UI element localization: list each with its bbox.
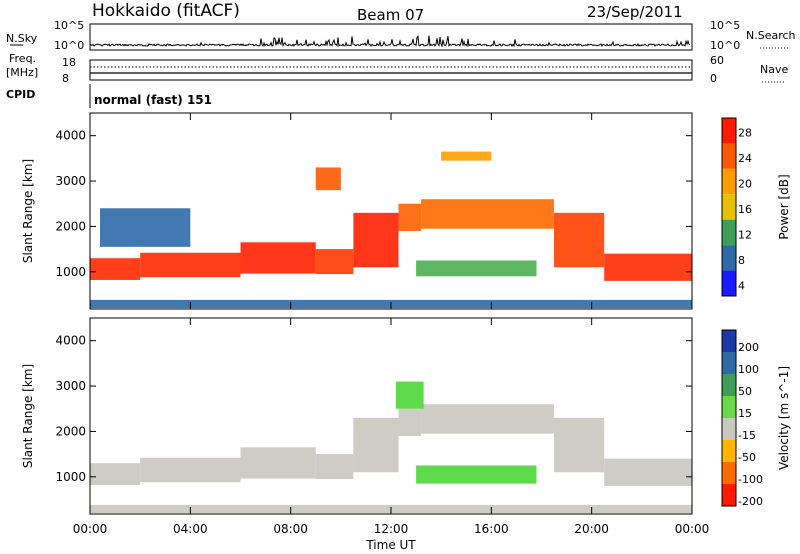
freq-tick-bottom: 8 — [62, 72, 69, 85]
velocity-panel-colorbar-label: 50 — [738, 385, 752, 398]
velocity-panel-ytick-label: 2000 — [55, 424, 86, 438]
xtick-label: 08:00 — [273, 522, 308, 536]
nsky-tick-top: 10^5 — [54, 19, 84, 32]
freq-panel-frame — [90, 60, 692, 80]
velocity-panel-colorbar-label: -100 — [738, 473, 763, 486]
beam-title: Beam 07 — [357, 6, 424, 24]
power-panel-colorbar-label: 8 — [738, 254, 745, 267]
xtick-label: 04:00 — [173, 522, 208, 536]
power-panel-colorbar-swatch — [722, 220, 736, 245]
velocity-panel-colorbar-swatch — [722, 374, 736, 396]
power-panel-echo-band-6 — [421, 199, 554, 228]
velocity-panel-ylabel: Slant Range [km] — [21, 364, 35, 468]
velocity-panel-colorbar-swatch — [722, 418, 736, 440]
velocity-panel-ytick-label: 1000 — [55, 470, 86, 484]
nsearch-label: N.Search — [746, 29, 796, 42]
cpid-value: normal (fast) 151 — [94, 93, 212, 107]
velocity-panel-colorbar-label: -50 — [738, 451, 756, 464]
xtick-label: 00:00 — [73, 522, 108, 536]
nsky-trace — [90, 36, 690, 46]
power-panel-colorbar-swatch — [722, 143, 736, 168]
power-panel-colorbar-label: 12 — [738, 228, 752, 241]
xlabel: Time UT — [365, 538, 416, 552]
velocity-panel-echo-band-3 — [316, 454, 354, 479]
velocity-panel-colorbar-swatch — [722, 440, 736, 462]
power-panel-echo-band-8 — [604, 254, 692, 281]
velocity-panel-echo-band-4 — [353, 418, 398, 472]
velocity-panel-colorbar-title: Velocity [m s^-1] — [777, 366, 791, 470]
xtick-label: 20:00 — [574, 522, 609, 536]
velocity-panel-ytick-label: 4000 — [55, 334, 86, 348]
velocity-panel-ytick-label: 3000 — [55, 379, 86, 393]
power-panel-colorbar-label: 16 — [738, 203, 752, 216]
cpid-label: CPID — [6, 88, 35, 101]
nsky-tick-bottom: 10^0 — [54, 39, 84, 52]
xtick-label: 00:00 — [675, 522, 710, 536]
nave-tick-top: 60 — [710, 54, 724, 67]
nsearch-tick-top: 10^5 — [710, 19, 740, 32]
power-panel-ylabel: Slant Range [km] — [21, 159, 35, 263]
velocity-panel-colorbar-label: 100 — [738, 363, 759, 376]
velocity-panel-colorbar-label: -15 — [738, 429, 756, 442]
power-panel-echo-band-7 — [554, 213, 604, 267]
power-panel-ytick-label: 2000 — [55, 219, 86, 233]
velocity-panel-echo-band-5 — [399, 409, 422, 436]
power-panel-echo-band-4 — [353, 213, 398, 267]
freq-tick-top: 18 — [62, 56, 76, 69]
velocity-panel-echo-band-8 — [604, 459, 692, 486]
nsearch-tick-bottom: 10^0 — [710, 39, 740, 52]
power-panel-echo-band-2 — [241, 242, 316, 273]
power-panel-echo-band-9 — [100, 208, 190, 247]
velocity-panel-echo-band-7 — [554, 418, 604, 472]
xtick-label: 12:00 — [374, 522, 409, 536]
velocity-panel-colorbar-label: -200 — [738, 495, 763, 508]
velocity-panel-colorbar-swatch — [722, 396, 736, 418]
velocity-panel-background — [90, 318, 692, 514]
power-panel-echo-band-3 — [316, 249, 354, 274]
velocity-panel-echo-band-10 — [416, 465, 536, 483]
freq-unit-label: [MHz] — [6, 66, 38, 79]
velocity-panel-echo-band-9 — [396, 382, 424, 409]
velocity-panel-echo-band-0 — [90, 463, 140, 485]
date-title: 23/Sep/2011 — [587, 3, 683, 21]
velocity-panel-colorbar-label: 15 — [738, 407, 752, 420]
power-panel-colorbar-swatch — [722, 271, 736, 296]
power-panel-colorbar-label: 28 — [738, 127, 752, 140]
velocity-panel-colorbar-swatch — [722, 484, 736, 506]
velocity-panel-echo-band-2 — [241, 447, 316, 478]
power-panel-colorbar-swatch — [722, 245, 736, 270]
power-panel-ytick-label: 1000 — [55, 265, 86, 279]
power-panel-colorbar-label: 24 — [738, 152, 752, 165]
velocity-panel-colorbar-label: 200 — [738, 341, 759, 354]
power-panel-colorbar-label: 4 — [738, 279, 745, 292]
velocity-panel-colorbar-swatch — [722, 352, 736, 374]
power-panel-echo-band-10 — [416, 260, 536, 276]
nsky-label: N.Sky — [6, 32, 38, 45]
power-panel-colorbar-swatch — [722, 194, 736, 219]
freq-label: Freq. — [9, 52, 36, 65]
power-panel-ytick-label: 4000 — [55, 129, 86, 143]
station-title: Hokkaido (fitACF) — [92, 1, 240, 21]
velocity-panel-colorbar-swatch — [722, 462, 736, 484]
velocity-panel-echo-band-1 — [140, 458, 240, 483]
power-panel-echo-band-5 — [399, 204, 422, 231]
power-panel-ytick-label: 3000 — [55, 174, 86, 188]
power-panel-echo-band-12 — [316, 167, 341, 190]
power-panel-echo-band-1 — [140, 253, 240, 277]
power-panel-colorbar-label: 20 — [738, 178, 752, 191]
power-panel-echo-band-11 — [441, 152, 491, 161]
xtick-label: 16:00 — [474, 522, 509, 536]
velocity-panel-echo-band-6 — [421, 404, 554, 433]
power-panel-colorbar-title: Power [dB] — [777, 174, 791, 239]
nave-tick-bottom: 0 — [710, 72, 717, 85]
velocity-panel-colorbar-swatch — [722, 330, 736, 352]
nave-label: Nave — [760, 63, 788, 76]
power-panel-echo-band-0 — [90, 258, 140, 280]
power-panel-colorbar-swatch — [722, 169, 736, 194]
power-panel-colorbar-swatch — [722, 118, 736, 143]
